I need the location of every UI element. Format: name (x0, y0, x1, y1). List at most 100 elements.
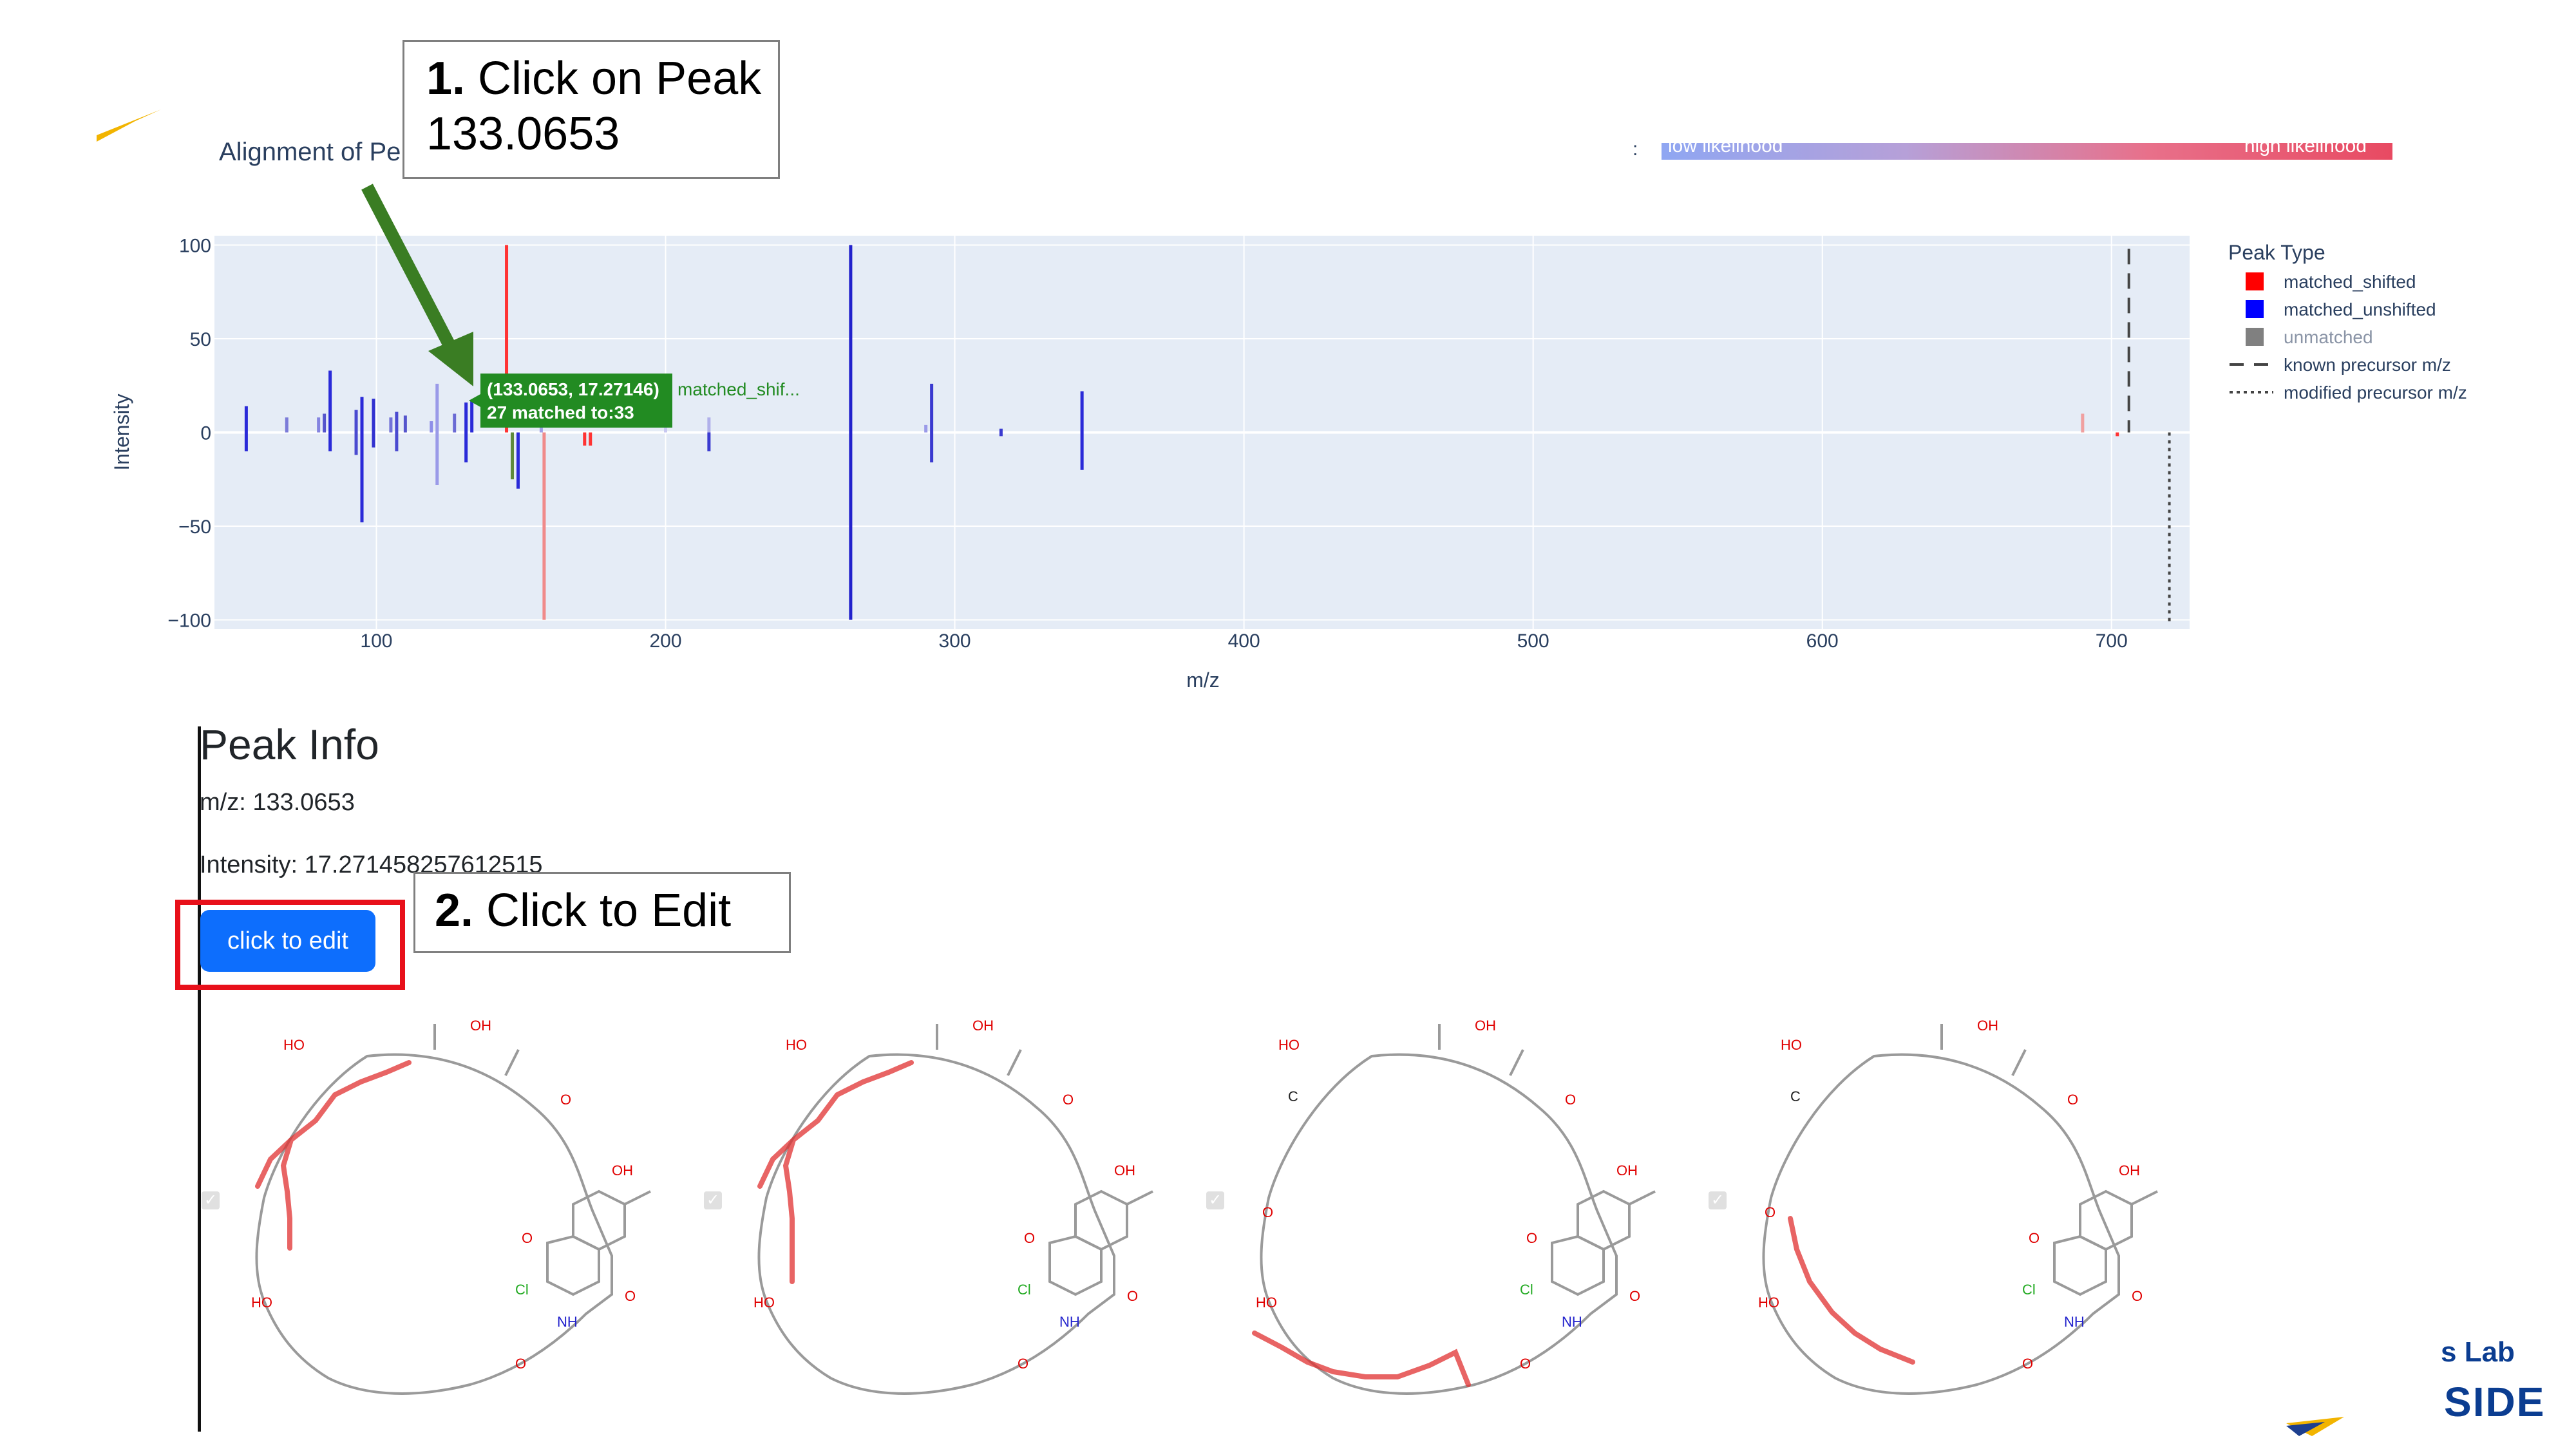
quinone-ring (1048, 1235, 1103, 1296)
colorbar-high-label: high likelihood (2244, 135, 2367, 156)
x-tick-label: 500 (1517, 630, 1549, 652)
y-axis-label: Intensity (110, 393, 133, 470)
fragment-highlight (1788, 1216, 1915, 1365)
fragment-highlight (1252, 1331, 1471, 1387)
colorbar-low-label: low likelihood (1668, 135, 1783, 156)
atom-o-label: O (560, 1092, 571, 1108)
legend-item[interactable]: modified precursor m/z (2230, 383, 2467, 402)
quinone-ring (546, 1235, 600, 1296)
atom-ho-label: HO (283, 1037, 305, 1053)
peak-info-title: Peak Info (200, 721, 379, 768)
peak-info-divider (198, 726, 201, 1432)
atom-oh-label: OH (972, 1018, 994, 1034)
legend-label: unmatched (2284, 327, 2373, 347)
x-tick-label: 400 (1228, 630, 1260, 652)
brand-lab-text: s Lab (2441, 1336, 2515, 1368)
legend-item[interactable]: matched_shifted (2246, 272, 2416, 292)
atom-o-label: O (625, 1288, 636, 1304)
plot-title: Alignment of Pe (219, 138, 401, 166)
legend-swatch (2246, 272, 2264, 290)
callout-step-2: 2. Click to Edit (413, 872, 791, 953)
atom-nh-label: NH (2064, 1314, 2085, 1330)
legend-label: known precursor m/z (2284, 355, 2451, 375)
atom-o-label: O (1526, 1230, 1537, 1246)
methyl-bond (624, 1190, 651, 1206)
hover-coords: (133.0653, 17.27146) (487, 379, 659, 399)
fragment-highlight (255, 1060, 412, 1251)
legend-swatch (2246, 300, 2264, 318)
brand-side-text: SIDE (2444, 1379, 2546, 1425)
atom-ho-label: HO (1256, 1294, 1277, 1311)
x-tick-label: 300 (939, 630, 971, 652)
step2-number: 2. (435, 885, 474, 936)
methyl-bond (1509, 1049, 1524, 1076)
atom-oh-label: OH (1475, 1018, 1496, 1034)
atom-oh-label: OH (612, 1162, 633, 1179)
legend-item[interactable]: unmatched (2246, 327, 2373, 347)
atom-o-label: O (515, 1356, 526, 1372)
atom-o-label: O (1018, 1356, 1028, 1372)
x-tick-label: 600 (1806, 630, 1839, 652)
methyl-bond (2131, 1190, 2158, 1206)
legend-label: matched_unshifted (2284, 299, 2436, 319)
structure-checkbox[interactable]: ✓ (1709, 1191, 1727, 1209)
atom-oh-label: OH (2119, 1162, 2140, 1179)
click-to-edit-button[interactable]: click to edit (200, 910, 375, 972)
atom-o-label: O (1024, 1230, 1035, 1246)
structure-checkbox[interactable]: ✓ (202, 1191, 220, 1209)
step1-text: Click on Peak (465, 53, 762, 104)
structure-checkbox[interactable]: ✓ (704, 1191, 722, 1209)
atom-nh-label: NH (557, 1314, 578, 1330)
legend-label: modified precursor m/z (2284, 383, 2467, 402)
step2-text: Click to Edit (473, 885, 732, 936)
callout-step-1: 1. Click on Peak 133.0653 (402, 40, 780, 179)
y-tick-label: 50 (190, 329, 211, 350)
likelihood-colorbar: low likelihood high likelihood (1662, 135, 2392, 160)
atom-oh-label: OH (1114, 1162, 1135, 1179)
structure-checkbox[interactable]: ✓ (1206, 1191, 1224, 1209)
methyl-bond (1007, 1049, 1022, 1076)
y-tick-label: −100 (167, 610, 211, 631)
y-tick-label: 0 (200, 423, 211, 444)
macrocycle-ring (757, 1053, 1115, 1395)
atom-cl-label: Cl (2022, 1282, 2036, 1298)
hover-tooltip: (133.0653, 17.27146) 27 matched to:33 ma… (469, 374, 800, 428)
hover-trace-name: matched_shif... (677, 379, 800, 399)
quinone-ring (2053, 1235, 2107, 1296)
macrocycle-ring (1762, 1053, 2120, 1395)
methyl-bond (2011, 1049, 2027, 1076)
step1-number: 1. (426, 53, 466, 104)
macrocycle-ring (1260, 1053, 1618, 1395)
atom-ho-label: HO (753, 1294, 775, 1311)
atom-o-label: O (2132, 1288, 2143, 1304)
legend-item[interactable]: known precursor m/z (2230, 355, 2451, 375)
atom-nh-label: NH (1059, 1314, 1080, 1330)
atom-oh-label: OH (470, 1018, 491, 1034)
legend-title: Peak Type (2228, 241, 2325, 264)
atom-ho-label: HO (1781, 1037, 1802, 1053)
x-axis-label: m/z (1186, 668, 1220, 692)
atom-o-label: O (1565, 1092, 1576, 1108)
atom-oh-label: OH (1616, 1162, 1638, 1179)
edit-button-highlight (175, 900, 405, 990)
macrocycle-ring (255, 1053, 613, 1395)
atom-cl-label: Cl (515, 1282, 529, 1298)
y-tick-label: 100 (179, 236, 211, 257)
brand-logo-mark (2286, 1417, 2344, 1436)
legend-label: matched_shifted (2284, 272, 2416, 292)
peak-mz: m/z: 133.0653 (200, 789, 355, 816)
atom-o-label: O (1127, 1288, 1138, 1304)
legend[interactable]: Peak Type matched_shifted matched_unshift… (2228, 241, 2467, 402)
x-tick-label: 200 (649, 630, 681, 652)
fragment-highlight (757, 1060, 914, 1284)
atom-o-label: O (2022, 1356, 2033, 1372)
y-tick-label: −50 (178, 516, 211, 538)
atom-ho-label: HO (251, 1294, 272, 1311)
legend-item[interactable]: matched_unshifted (2246, 299, 2436, 319)
atom-cl-label: Cl (1018, 1282, 1031, 1298)
methyl-bond (1126, 1190, 1153, 1206)
